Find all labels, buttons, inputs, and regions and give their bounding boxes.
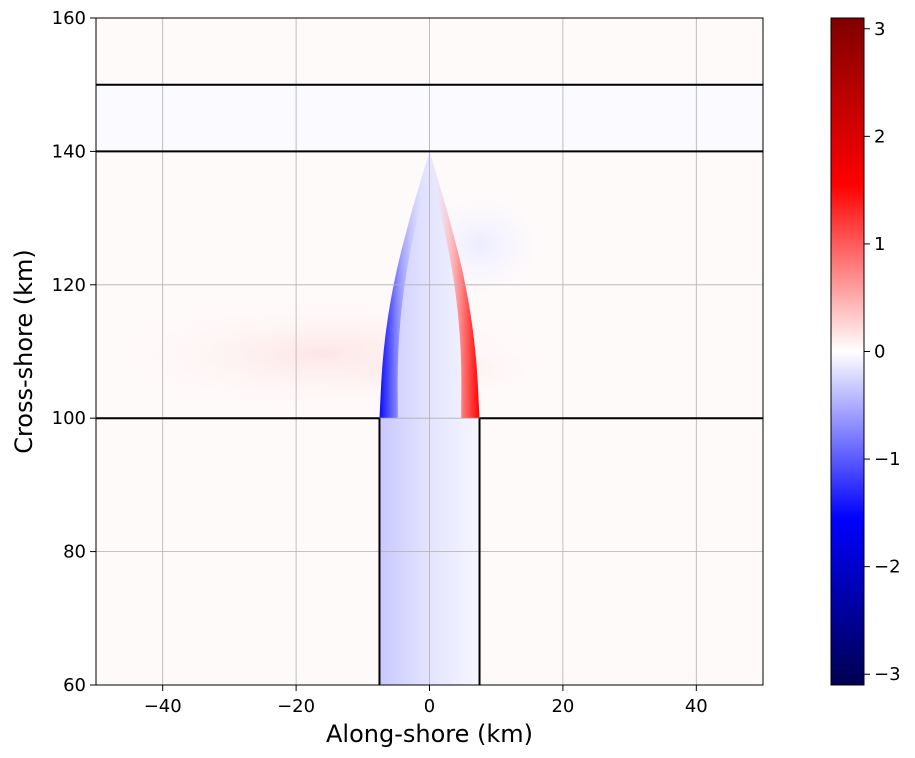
colorbar-ticks: −3 −2 −1 0 1 2 3 (864, 19, 901, 685)
colorbar-tick-label: 1 (874, 234, 885, 255)
x-tick-label: −40 (144, 696, 182, 717)
y-axis-ticks: 60 80 100 120 140 160 (52, 8, 96, 696)
y-axis-label: Cross-shore (km) (10, 249, 38, 454)
x-tick-label: −20 (277, 696, 315, 717)
x-tick-label: 40 (685, 696, 708, 717)
heatmap-field (96, 18, 763, 685)
y-tick-label: 160 (52, 8, 86, 29)
x-tick-label: 20 (551, 696, 574, 717)
colorbar-tick-label: 2 (874, 126, 885, 147)
contour-lines (96, 83, 763, 685)
colorbar-tick-label: 0 (874, 342, 885, 363)
y-tick-label: 120 (52, 275, 86, 296)
jet-positive-edge (428, 151, 480, 419)
colorbar-tick-label: −3 (874, 664, 901, 685)
colorbar-tick-label: 3 (874, 19, 885, 40)
y-tick-label: 60 (63, 675, 86, 696)
colorbar-gradient (831, 18, 864, 685)
y-tick-label: 80 (63, 542, 86, 563)
x-tick-label: 0 (424, 696, 435, 717)
colorbar-tick-label: −2 (874, 557, 901, 578)
x-axis-ticks: −40 −20 0 20 40 (144, 685, 708, 717)
colorbar-tick-label: −1 (874, 449, 901, 470)
y-tick-label: 100 (52, 408, 86, 429)
jet-negative-edge (379, 151, 431, 419)
y-tick-label: 140 (52, 141, 86, 162)
colorbar: −3 −2 −1 0 1 2 3 (830, 17, 901, 686)
x-axis-label: Along-shore (km) (326, 720, 533, 748)
